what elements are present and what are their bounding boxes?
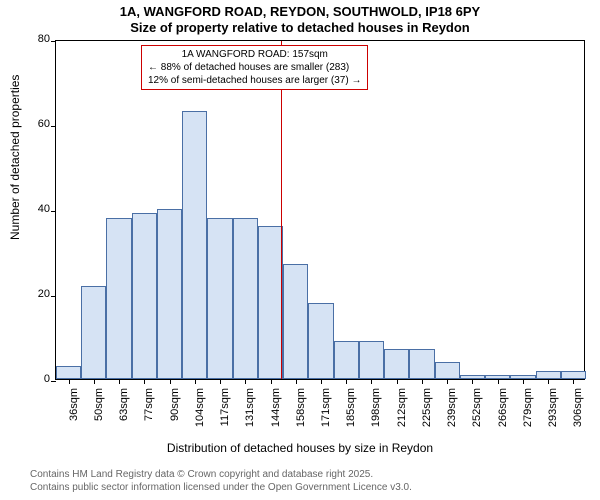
footer-attribution: Contains HM Land Registry data © Crown c… [30,468,412,494]
histogram-bar [207,218,232,380]
x-tick-label: 266sqm [497,388,509,433]
histogram-bar [182,111,207,379]
x-tick-label: 131sqm [244,388,256,433]
x-tick-mark [195,379,196,384]
x-tick-mark [447,379,448,384]
y-tick-label: 0 [25,373,50,385]
annotation-line1: 1A WANGFORD ROAD: 157sqm [148,48,361,61]
title-line2: Size of property relative to detached ho… [0,20,600,35]
annotation-line2: ← 88% of detached houses are smaller (28… [148,61,361,74]
x-tick-label: 252sqm [471,388,483,433]
histogram-bar [157,209,182,379]
x-tick-label: 144sqm [270,388,282,433]
x-tick-label: 117sqm [219,388,231,433]
y-axis-label: Number of detached properties [8,75,22,240]
x-tick-mark [548,379,549,384]
histogram-bar [384,349,409,379]
histogram-bar [308,303,333,380]
x-tick-label: 50sqm [93,388,105,433]
x-tick-mark [220,379,221,384]
y-tick-mark [51,41,56,42]
y-tick-mark [51,381,56,382]
footer-line1: Contains HM Land Registry data © Crown c… [30,468,412,481]
histogram-bar [56,366,81,379]
x-tick-mark [119,379,120,384]
histogram-bar [561,371,586,380]
x-tick-mark [498,379,499,384]
annotation-box: 1A WANGFORD ROAD: 157sqm← 88% of detache… [141,45,368,90]
y-tick-label: 80 [25,33,50,45]
x-tick-label: 36sqm [68,388,80,433]
x-tick-label: 212sqm [396,388,408,433]
x-tick-mark [321,379,322,384]
x-tick-mark [371,379,372,384]
histogram-bar [106,218,131,380]
plot-region: 1A WANGFORD ROAD: 157sqm← 88% of detache… [55,40,585,380]
histogram-bar [435,362,460,379]
x-tick-label: 293sqm [547,388,559,433]
x-tick-mark [472,379,473,384]
x-tick-label: 306sqm [572,388,584,433]
x-tick-mark [271,379,272,384]
x-tick-label: 63sqm [118,388,130,433]
x-tick-mark [144,379,145,384]
x-tick-mark [523,379,524,384]
x-tick-mark [346,379,347,384]
x-tick-mark [397,379,398,384]
marker-line [281,41,282,379]
x-tick-label: 77sqm [143,388,155,433]
histogram-bar [283,264,308,379]
histogram-bar [233,218,258,380]
y-tick-mark [51,126,56,127]
x-tick-label: 90sqm [169,388,181,433]
chart-area: 1A WANGFORD ROAD: 157sqm← 88% of detache… [55,40,585,405]
histogram-bar [359,341,384,379]
x-axis-label: Distribution of detached houses by size … [0,441,600,455]
footer-line2: Contains public sector information licen… [30,481,412,494]
y-tick-label: 40 [25,203,50,215]
x-tick-label: 225sqm [421,388,433,433]
y-tick-label: 60 [25,118,50,130]
histogram-bar [334,341,359,379]
y-tick-label: 20 [25,288,50,300]
x-tick-mark [422,379,423,384]
x-tick-label: 279sqm [522,388,534,433]
histogram-bar [81,286,106,380]
histogram-bar [258,226,283,379]
title-line1: 1A, WANGFORD ROAD, REYDON, SOUTHWOLD, IP… [0,4,600,19]
x-tick-label: 185sqm [345,388,357,433]
histogram-bar [132,213,157,379]
histogram-bar [409,349,434,379]
x-tick-mark [296,379,297,384]
x-tick-mark [573,379,574,384]
x-tick-mark [245,379,246,384]
x-tick-mark [170,379,171,384]
x-tick-mark [69,379,70,384]
x-tick-mark [94,379,95,384]
x-tick-label: 104sqm [194,388,206,433]
y-tick-mark [51,211,56,212]
y-tick-mark [51,296,56,297]
x-tick-label: 239sqm [446,388,458,433]
histogram-bar [536,371,561,380]
x-tick-label: 171sqm [320,388,332,433]
annotation-line3: 12% of semi-detached houses are larger (… [148,74,361,87]
x-tick-label: 158sqm [295,388,307,433]
x-tick-label: 198sqm [370,388,382,433]
